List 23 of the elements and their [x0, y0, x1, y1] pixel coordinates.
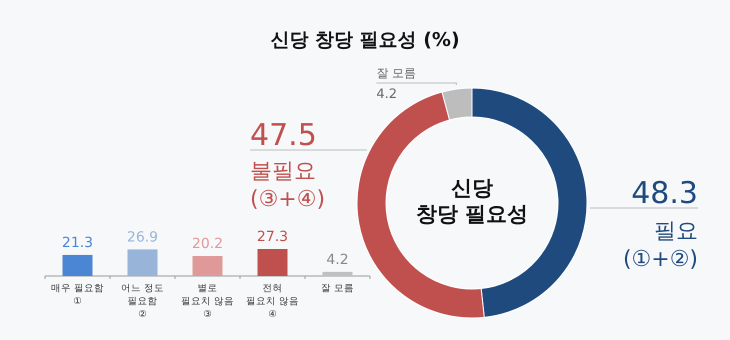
chart-title: 신당 창당 필요성 (%): [270, 29, 460, 51]
slice-label: 필요 (①+②): [622, 219, 698, 272]
bar: [128, 249, 158, 276]
data-label: 4.2: [376, 87, 398, 102]
bar: [322, 272, 352, 276]
x-tick-label: 잘 모름: [320, 283, 354, 294]
x-tick-label: 별로 필요치 않음 ③: [180, 283, 234, 320]
x-tick-label: 전혀 필요치 않음 ④: [246, 283, 300, 320]
data-label: 26.9: [126, 229, 158, 246]
x-tick-label: 매우 필요함 ①: [50, 283, 104, 307]
bar: [258, 249, 288, 276]
data-label: 20.2: [192, 236, 224, 252]
data-label: 47.5: [250, 118, 317, 153]
x-tick-label: 어느 정도 필요함 ②: [120, 283, 164, 320]
data-label: 48.3: [631, 176, 698, 211]
data-label: 4.2: [326, 252, 349, 268]
text: 신당 창당 필요성: [416, 176, 528, 226]
data-label: 27.3: [256, 229, 288, 245]
data-label: 21.3: [62, 234, 94, 251]
bar: [192, 256, 222, 276]
bar: [62, 254, 92, 276]
slice-label: 불필요 (③+④): [250, 159, 326, 212]
slice-label: 잘 모름: [376, 66, 416, 80]
